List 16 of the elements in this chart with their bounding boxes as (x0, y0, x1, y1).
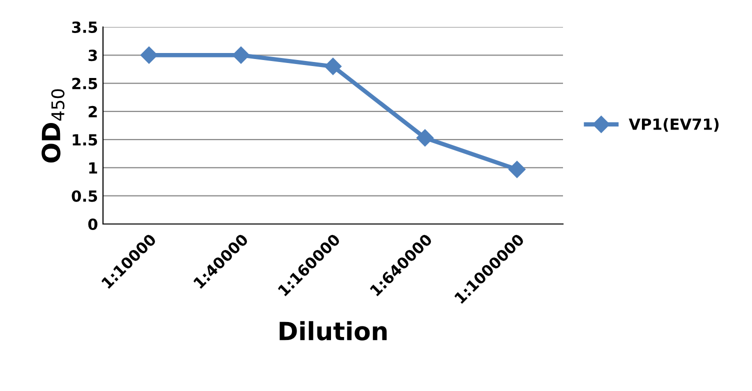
point (508, 160, 526, 178)
y-tick-label: 3 (88, 50, 97, 62)
point (324, 58, 342, 75)
legend-label: VP1(EV71) (628, 118, 719, 132)
y-tick-label: 1 (89, 162, 98, 174)
y-tick-label: 0.5 (72, 190, 98, 202)
y-tick-label: 2 (88, 106, 97, 118)
y-axis-title: OD$_{450}$ (42, 89, 64, 163)
y-tick-label: 1.5 (72, 134, 98, 146)
point (232, 46, 250, 64)
x-axis-title: Dilution (280, 321, 387, 340)
y-tick-label: 3.5 (72, 21, 98, 34)
y-tick-label: 0 (88, 218, 98, 230)
point (140, 46, 158, 64)
point (416, 129, 434, 146)
y-tick-label: 2.5 (72, 78, 98, 90)
